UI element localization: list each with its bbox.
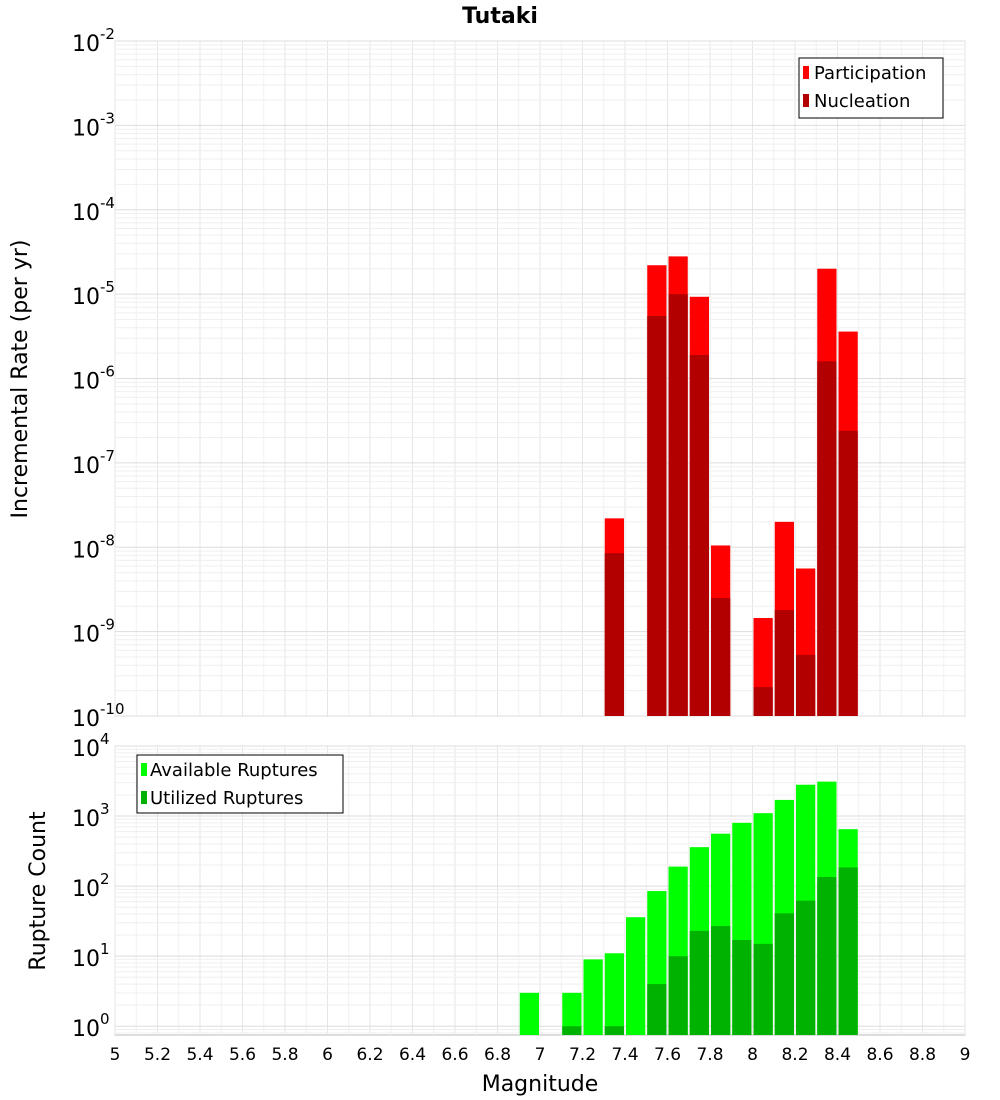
x-tick-label: 7.2 (569, 1045, 596, 1065)
x-tick-label: 6.2 (356, 1045, 383, 1065)
legend-label-utilized: Utilized Ruptures (150, 788, 303, 809)
y-tick-label: 102 (72, 870, 110, 902)
legend-swatch-nucleation (803, 94, 809, 107)
rate-bar-front (689, 354, 709, 716)
x-tick-label: 5 (110, 1045, 121, 1065)
rate-y-axis-label: Incremental Rate (per yr) (8, 240, 33, 519)
count-bar-front (647, 984, 667, 1035)
y-tick-label: 10-8 (72, 531, 115, 563)
x-tick-label: 7.8 (696, 1045, 723, 1065)
y-tick-label: 10-2 (72, 25, 115, 57)
y-tick-label: 10-4 (72, 194, 115, 226)
count-bar-front (838, 867, 858, 1035)
count-bar-front (817, 876, 837, 1035)
count-bar-front (711, 925, 731, 1035)
y-tick-label: 10-10 (72, 700, 125, 732)
count-y-axis-label: Rupture Count (26, 811, 51, 971)
x-tick-label: 8.4 (824, 1045, 851, 1065)
count-bar-back (562, 992, 582, 1035)
count-bar-back (604, 953, 624, 1035)
count-legend: Available Ruptures Utilized Ruptures (136, 754, 344, 814)
x-tick-label: 8 (747, 1045, 758, 1065)
count-y-ticks: 104 103 102 101 100 (72, 730, 110, 1042)
legend-label-nucleation: Nucleation (814, 91, 910, 112)
rate-bar-front (838, 430, 858, 716)
rate-bar-front (647, 316, 667, 716)
magnitude-x-ticks: 5 5.2 5.4 5.6 5.8 6 6.2 6.4 6.6 6.8 7 7.2 7.4 7.6 7.8 8… (110, 1045, 971, 1065)
count-bar-back (626, 917, 646, 1035)
x-tick-label: 9 (960, 1045, 971, 1065)
rate-bars (604, 256, 858, 716)
legend-swatch-available (141, 763, 147, 776)
x-tick-label: 8.8 (909, 1045, 936, 1065)
rate-legend-box (798, 57, 944, 119)
count-bar-front (774, 913, 794, 1035)
rate-grid (114, 40, 966, 717)
count-bar-front (732, 940, 752, 1035)
y-tick-label: 10-7 (72, 447, 115, 479)
y-tick-label: 100 (72, 1010, 110, 1042)
x-tick-label: 8.2 (781, 1045, 808, 1065)
x-tick-label: 6.4 (399, 1045, 426, 1065)
count-bar-front (668, 956, 688, 1035)
x-tick-label: 7 (535, 1045, 546, 1065)
legend-swatch-participation (803, 66, 809, 79)
rate-bar-front (796, 654, 816, 716)
x-tick-label: 7.6 (654, 1045, 681, 1065)
count-bar-front (604, 1026, 624, 1035)
count-bars (519, 781, 858, 1035)
x-tick-label: 6 (322, 1045, 333, 1065)
rate-bar-front (668, 294, 688, 716)
rate-bar-front (604, 553, 624, 716)
count-bar-front (689, 930, 709, 1035)
rate-bar-front (711, 598, 731, 716)
x-tick-label: 5.8 (271, 1045, 298, 1065)
legend-label-available: Available Ruptures (150, 760, 318, 781)
x-tick-label: 6.8 (484, 1045, 511, 1065)
x-tick-label: 5.2 (144, 1045, 171, 1065)
rate-bar-front (774, 610, 794, 716)
count-legend-box (136, 754, 344, 814)
x-tick-label: 6.6 (441, 1045, 468, 1065)
x-tick-label: 8.6 (866, 1045, 893, 1065)
y-tick-label: 10-5 (72, 278, 115, 310)
y-tick-label: 101 (72, 940, 110, 972)
count-bar-front (562, 1026, 582, 1035)
y-tick-label: 10-6 (72, 363, 115, 395)
y-tick-label: 104 (72, 730, 110, 762)
rate-legend: Participation Nucleation (798, 57, 944, 119)
rate-bar-front (817, 361, 837, 716)
x-tick-label: 5.4 (186, 1045, 213, 1065)
y-tick-label: 10-3 (72, 109, 115, 141)
legend-label-participation: Participation (814, 63, 926, 84)
x-axis-label: Magnitude (482, 1072, 599, 1097)
count-bar-back (519, 992, 539, 1035)
count-bar-front (796, 900, 816, 1035)
legend-swatch-utilized (141, 791, 147, 804)
y-tick-label: 103 (72, 800, 110, 832)
count-bar-front (753, 943, 773, 1035)
rate-y-ticks: 10-2 10-3 10-4 10-5 10-6 10-7 10-8 10-9 10-10 (72, 25, 125, 732)
y-tick-label: 10-9 (72, 616, 115, 648)
rate-bar-front (753, 687, 773, 716)
x-tick-label: 7.4 (611, 1045, 638, 1065)
chart-title: Tutaki (462, 4, 538, 29)
count-bar-back (583, 959, 603, 1035)
x-tick-label: 5.6 (229, 1045, 256, 1065)
